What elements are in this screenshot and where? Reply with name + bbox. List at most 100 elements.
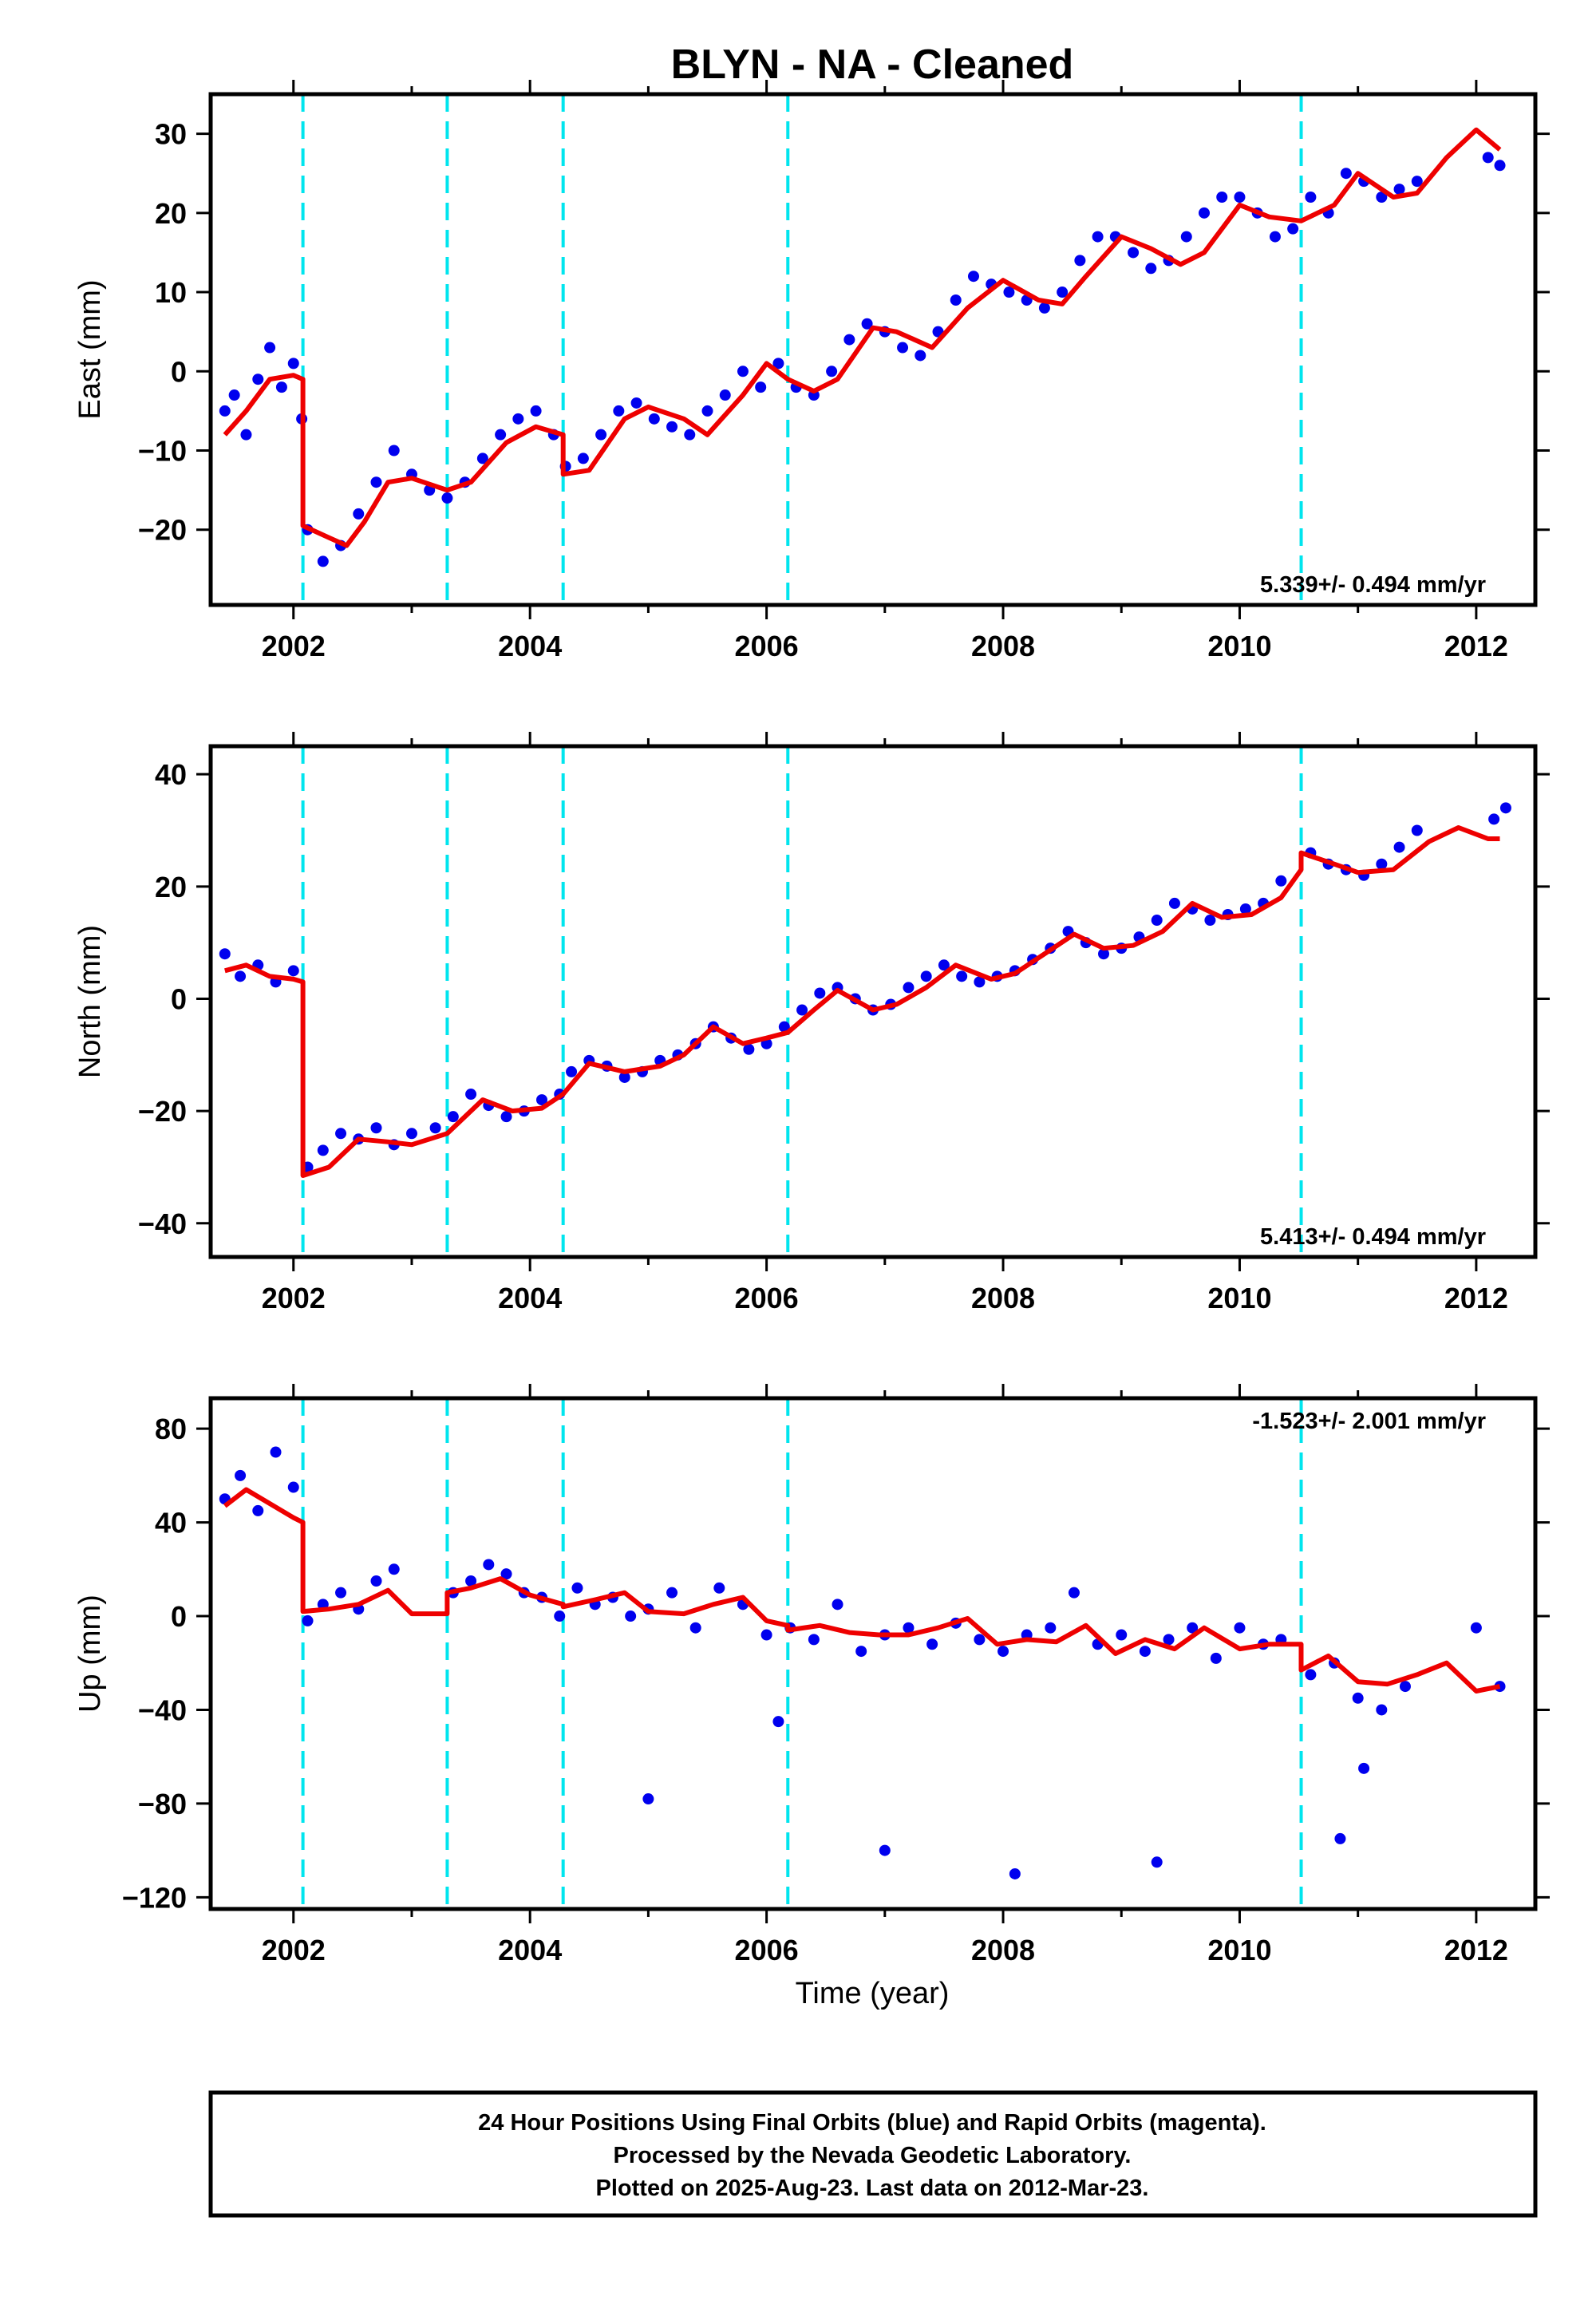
data-point-31 bbox=[855, 1646, 867, 1658]
data-point-16 bbox=[441, 492, 453, 504]
data-point-10 bbox=[388, 1563, 400, 1575]
data-point-45 bbox=[1187, 1622, 1199, 1634]
data-point-72 bbox=[1482, 152, 1494, 164]
data-point-56 bbox=[1204, 915, 1216, 927]
data-point-69 bbox=[1499, 802, 1511, 814]
y-tick-label-1: −10 bbox=[138, 435, 187, 468]
plot-frame bbox=[208, 1396, 1538, 1911]
y-tick-label-2: −40 bbox=[138, 1694, 187, 1726]
data-point-42 bbox=[897, 342, 909, 354]
data-point-63 bbox=[1269, 231, 1281, 243]
data-point-25 bbox=[595, 429, 607, 441]
data-point-50 bbox=[1098, 948, 1110, 960]
x-tick-label-2010: 2010 bbox=[1207, 630, 1271, 662]
y-tick-label-3: 20 bbox=[155, 871, 187, 903]
data-point-34 bbox=[926, 1638, 938, 1650]
data-point-61 bbox=[1151, 1856, 1163, 1868]
data-point-31 bbox=[701, 405, 713, 417]
data-point-4 bbox=[287, 1481, 299, 1493]
data-point-12 bbox=[429, 1122, 441, 1134]
data-point-42 bbox=[1116, 1629, 1128, 1641]
data-point-40 bbox=[920, 970, 932, 982]
data-point-60 bbox=[1275, 875, 1287, 887]
footer-line-orbits: 24 Hour Positions Using Final Orbits (bl… bbox=[478, 2110, 1266, 2136]
data-point-60 bbox=[1009, 1867, 1021, 1879]
data-point-40 bbox=[1068, 1587, 1080, 1599]
rate-annotation: -1.523+/- 2.001 mm/yr bbox=[1252, 1409, 1486, 1434]
data-point-19 bbox=[495, 429, 507, 441]
data-point-1 bbox=[235, 970, 247, 982]
data-point-43 bbox=[974, 976, 986, 988]
data-point-59 bbox=[1199, 207, 1210, 219]
data-point-12 bbox=[370, 476, 382, 488]
data-point-26 bbox=[613, 405, 625, 417]
data-point-43 bbox=[1139, 1646, 1151, 1658]
data-point-23 bbox=[618, 1071, 630, 1083]
data-point-36 bbox=[974, 1634, 986, 1646]
data-point-58 bbox=[772, 1716, 784, 1728]
data-point-2 bbox=[240, 429, 252, 441]
y-tick-label-4: 20 bbox=[155, 197, 187, 230]
data-point-27 bbox=[630, 397, 642, 409]
data-point-34 bbox=[755, 381, 767, 393]
x-tick-label-2010: 2010 bbox=[1207, 1282, 1271, 1314]
data-point-63 bbox=[1358, 1762, 1370, 1774]
data-point-47 bbox=[1234, 1622, 1246, 1634]
data-point-2 bbox=[252, 1504, 264, 1516]
data-point-41 bbox=[938, 959, 950, 971]
x-axis-label: Time (year) bbox=[796, 1977, 950, 2010]
y-tick-label-3: 10 bbox=[155, 276, 187, 309]
x-tick-label-2008: 2008 bbox=[971, 1934, 1035, 1966]
data-point-50 bbox=[1305, 1669, 1317, 1681]
y-tick-label-4: 40 bbox=[155, 758, 187, 791]
data-point-28 bbox=[648, 413, 660, 425]
data-point-3 bbox=[270, 1446, 282, 1458]
north-panel: 2002 2004 2006 2008 2010 2012 −40 −20 0 20 40 North… bbox=[73, 732, 1550, 1314]
data-point-55 bbox=[1128, 247, 1140, 259]
data-point-13 bbox=[483, 1559, 495, 1571]
data-point-71 bbox=[1411, 176, 1423, 188]
y-tick-label-0: −20 bbox=[138, 514, 187, 547]
data-point-3 bbox=[252, 373, 264, 385]
data-point-65 bbox=[1376, 858, 1388, 870]
data-point-58 bbox=[1180, 231, 1192, 243]
data-point-39 bbox=[903, 982, 915, 994]
x-tick-label-2004: 2004 bbox=[498, 1282, 562, 1314]
data-point-21 bbox=[625, 1611, 637, 1622]
rate-annotation: 5.339+/- 0.494 mm/yr bbox=[1260, 572, 1486, 598]
data-point-5 bbox=[275, 381, 287, 393]
data-point-57 bbox=[642, 1793, 654, 1805]
data-point-9 bbox=[370, 1575, 382, 1587]
data-point-61 bbox=[1234, 191, 1246, 203]
data-point-51 bbox=[1057, 287, 1069, 298]
data-point-14 bbox=[500, 1568, 512, 1580]
data-point-58 bbox=[1239, 903, 1251, 915]
data-point-39 bbox=[1045, 1622, 1057, 1634]
data-point-6 bbox=[287, 358, 299, 370]
data-point-64 bbox=[1287, 223, 1299, 235]
data-point-52 bbox=[1074, 255, 1086, 267]
data-point-53 bbox=[1376, 1704, 1388, 1716]
data-point-34 bbox=[814, 987, 826, 999]
data-point-43 bbox=[915, 350, 926, 362]
data-point-1 bbox=[235, 1469, 247, 1481]
y-tick-label-1: −80 bbox=[138, 1788, 187, 1820]
y-tick-label-5: 30 bbox=[155, 118, 187, 151]
x-tick-label-2004: 2004 bbox=[498, 630, 562, 662]
data-point-54 bbox=[1399, 1681, 1411, 1693]
data-point-29 bbox=[666, 421, 678, 433]
footer-line-processed: Processed by the Nevada Geodetic Laborat… bbox=[614, 2143, 1132, 2168]
data-point-4 bbox=[264, 342, 276, 354]
x-tick-label-2006: 2006 bbox=[735, 1282, 799, 1314]
data-point-55 bbox=[1470, 1622, 1482, 1634]
data-point-7 bbox=[335, 1587, 347, 1599]
data-point-37 bbox=[998, 1646, 1009, 1658]
x-tick-label-2002: 2002 bbox=[262, 1282, 326, 1314]
data-point-9 bbox=[370, 1122, 382, 1134]
data-point-67 bbox=[1411, 824, 1423, 836]
data-point-20 bbox=[566, 1065, 578, 1077]
plot-frame bbox=[208, 92, 1538, 607]
y-tick-label-5: 80 bbox=[155, 1413, 187, 1445]
data-point-32 bbox=[778, 1021, 790, 1033]
